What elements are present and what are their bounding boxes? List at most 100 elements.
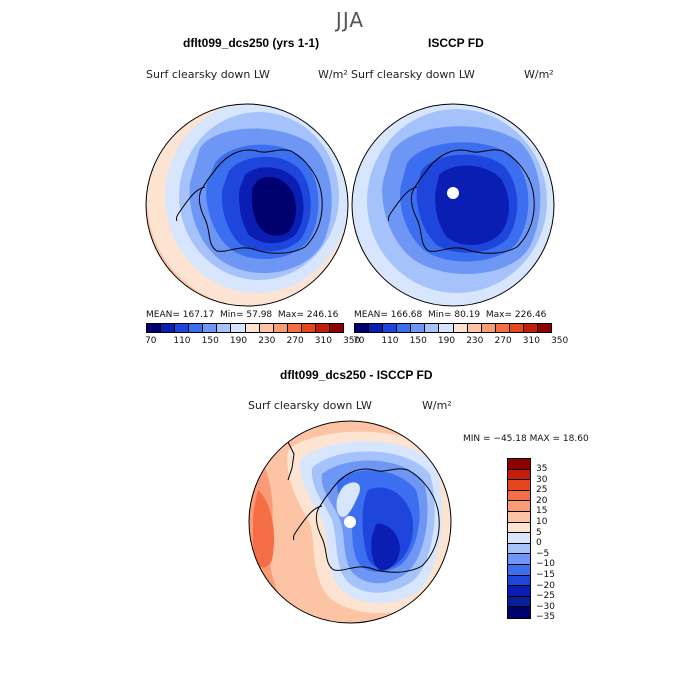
colorbar-swatch <box>508 543 530 555</box>
colorbar-swatch <box>538 324 552 332</box>
right-polar-map <box>351 103 555 307</box>
colorbar-swatch <box>189 324 204 332</box>
colorbar-tick-label: 190 <box>229 336 248 346</box>
colorbar-swatch <box>355 324 370 332</box>
colorbar-swatch <box>330 324 344 332</box>
season-title: JJA <box>335 8 365 32</box>
colorbar-tick-label: 310 <box>522 336 540 346</box>
colorbar-swatch <box>301 324 316 332</box>
colorbar-swatch <box>369 324 384 332</box>
diff-colorbar <box>507 458 531 619</box>
colorbar-tick-label: −25 <box>536 591 555 602</box>
colorbar-swatch <box>508 564 530 576</box>
colorbar-swatch <box>508 522 530 534</box>
right-units-label: W/m² <box>524 68 554 81</box>
diff-units-label: W/m² <box>422 399 452 412</box>
right-variable-label: Surf clearsky down LW <box>351 68 475 81</box>
colorbar-swatch <box>273 324 288 332</box>
right-mean-value: 166.68 <box>390 310 423 320</box>
right-colorbar <box>354 323 552 333</box>
left-colorbar <box>146 323 344 333</box>
colorbar-swatch <box>508 554 530 565</box>
colorbar-tick-label: −35 <box>536 612 555 623</box>
colorbar-tick-label: 270 <box>494 336 512 346</box>
colorbar-tick-label: 150 <box>201 336 219 346</box>
colorbar-swatch <box>467 324 482 332</box>
colorbar-tick-label: −20 <box>536 580 555 591</box>
colorbar-tick-label: 270 <box>286 336 304 346</box>
colorbar-tick-label: 0 <box>536 538 542 549</box>
colorbar-tick-label: 230 <box>258 336 276 346</box>
left-panel-title: dflt099_dcs250 (yrs 1-1) <box>183 36 320 50</box>
colorbar-swatch <box>245 324 260 332</box>
colorbar-tick-label: 350 <box>551 336 569 346</box>
colorbar-swatch <box>508 607 530 618</box>
left-max-label: Max= <box>277 310 305 320</box>
colorbar-tick-label: 70 <box>353 336 365 346</box>
colorbar-tick-label: 110 <box>173 336 191 346</box>
colorbar-tick-label: −5 <box>536 548 550 559</box>
colorbar-tick-label: 5 <box>536 527 542 538</box>
colorbar-swatch <box>175 324 190 332</box>
left-mean-label: MEAN= <box>146 310 180 320</box>
right-min-label: Min= <box>428 310 452 320</box>
colorbar-swatch <box>411 324 426 332</box>
colorbar-swatch <box>508 469 530 481</box>
colorbar-tick-label: 30 <box>536 474 548 485</box>
colorbar-swatch <box>397 324 412 332</box>
colorbar-swatch <box>147 324 162 332</box>
colorbar-swatch <box>203 324 218 332</box>
colorbar-swatch <box>508 511 530 523</box>
colorbar-swatch <box>508 490 530 502</box>
colorbar-tick-label: 230 <box>466 336 484 346</box>
colorbar-swatch <box>315 324 331 332</box>
colorbar-swatch <box>508 501 530 512</box>
right-panel-title: ISCCP FD <box>428 36 484 50</box>
right-min-value: 80.19 <box>454 310 481 320</box>
colorbar-tick-label: −15 <box>536 570 555 580</box>
colorbar-tick-label: 20 <box>536 495 548 506</box>
left-mean-value: 167.17 <box>182 310 215 320</box>
colorbar-swatch <box>383 324 398 332</box>
left-max-value: 246.16 <box>306 310 339 320</box>
right-max-value: 226.46 <box>514 310 547 320</box>
colorbar-swatch <box>161 324 176 332</box>
right-mean-label: MEAN= <box>354 310 388 320</box>
left-min-label: Min= <box>220 310 244 320</box>
colorbar-swatch <box>495 324 510 332</box>
colorbar-tick-label: 70 <box>145 336 157 346</box>
colorbar-swatch <box>508 575 530 587</box>
diff-minmax: MIN = −45.18 MAX = 18.60 <box>463 434 589 444</box>
colorbar-tick-label: −30 <box>536 601 555 612</box>
colorbar-swatch <box>287 324 302 332</box>
colorbar-tick-label: 10 <box>536 517 548 527</box>
right-max-label: Max= <box>485 310 513 320</box>
colorbar-tick-label: 350 <box>343 336 361 346</box>
colorbar-swatch <box>231 324 246 332</box>
colorbar-tick-label: −10 <box>536 559 555 570</box>
colorbar-swatch <box>509 324 524 332</box>
diff-polar-map <box>248 420 452 624</box>
diff-panel-title: dflt099_dcs250 - ISCCP FD <box>280 368 433 382</box>
colorbar-tick-label: 310 <box>314 336 332 346</box>
colorbar-tick-label: 150 <box>409 336 427 346</box>
colorbar-swatch <box>523 324 539 332</box>
colorbar-swatch <box>453 324 468 332</box>
colorbar-swatch <box>508 586 530 597</box>
colorbar-tick-label: 25 <box>536 485 548 496</box>
colorbar-swatch <box>508 459 530 470</box>
colorbar-swatch <box>425 324 440 332</box>
colorbar-swatch <box>508 596 530 608</box>
colorbar-tick-label: 110 <box>381 336 399 346</box>
left-polar-map <box>145 103 349 307</box>
left-variable-label: Surf clearsky down LW <box>146 68 270 81</box>
diff-variable-label: Surf clearsky down LW <box>248 399 372 412</box>
colorbar-swatch <box>508 480 530 491</box>
left-min-value: 57.98 <box>246 310 273 320</box>
colorbar-tick-label: 35 <box>536 464 548 474</box>
colorbar-tick-label: 15 <box>536 506 548 517</box>
left-units-label: W/m² <box>318 68 348 81</box>
colorbar-swatch <box>217 324 232 332</box>
colorbar-swatch <box>439 324 454 332</box>
colorbar-swatch <box>259 324 274 332</box>
